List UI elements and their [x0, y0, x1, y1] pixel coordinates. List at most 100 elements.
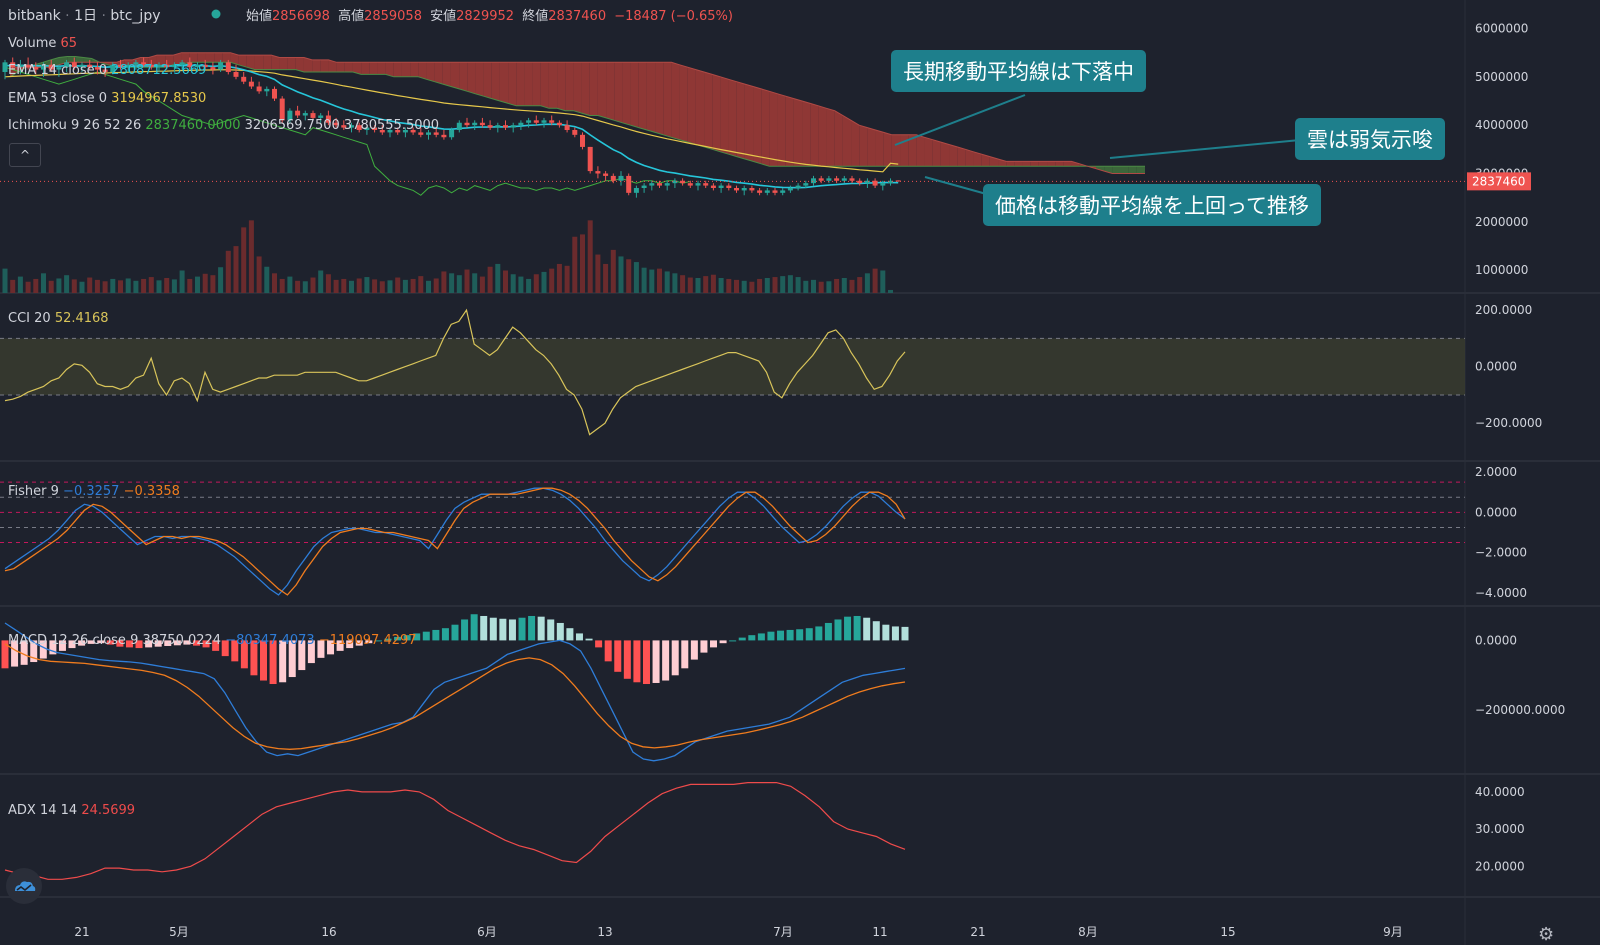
macd-histogram-bar	[547, 619, 555, 641]
cloud-segment	[1128, 166, 1137, 174]
macd-histogram-bar	[394, 636, 402, 641]
callout-pointer-cloud	[1109, 139, 1301, 159]
candle-body	[279, 98, 285, 121]
volume-bar	[680, 275, 686, 293]
volume-bar	[156, 280, 162, 293]
volume-bar	[587, 220, 593, 293]
volume-bar	[718, 278, 724, 293]
volume-bar	[87, 277, 93, 293]
cloud-segment	[75, 56, 84, 63]
macd-histogram-bar	[125, 640, 133, 648]
cci-axis-label: 0.0000	[1475, 360, 1517, 374]
candle-body	[118, 64, 123, 68]
candle-body	[834, 178, 840, 181]
cloud-segment	[834, 110, 843, 167]
macd-histogram-bar	[173, 640, 181, 646]
macd-histogram-bar	[106, 640, 114, 645]
volume-bar	[687, 277, 693, 293]
ema53-line	[4, 69, 899, 173]
candle-body	[687, 183, 693, 186]
macd-histogram-bar	[853, 615, 861, 641]
cci-band	[0, 338, 1465, 395]
cloud-segment	[704, 72, 713, 150]
macd-histogram-bar	[384, 638, 392, 641]
macd-histogram-bar	[882, 624, 890, 641]
cloud-segment	[695, 69, 705, 147]
candle-body	[256, 86, 262, 92]
candle-body	[210, 67, 216, 70]
cloud-segment	[728, 79, 737, 157]
cloud-icon	[15, 881, 36, 892]
volume-bar	[10, 279, 16, 293]
gear-icon[interactable]: ⚙	[1538, 924, 1555, 945]
macd-histogram-bar	[260, 640, 268, 681]
callout-price[interactable]: 価格は移動平均線を上回って推移	[983, 184, 1321, 226]
symbol[interactable]: btc_jpy	[110, 8, 160, 24]
volume-bar	[741, 280, 747, 293]
volume-value: 65	[61, 36, 78, 51]
cloud-segment	[271, 55, 280, 70]
cloud-segment	[483, 62, 492, 99]
volume-bar	[248, 220, 254, 293]
timeframe[interactable]: 1日	[74, 8, 97, 24]
cloud-segment	[989, 156, 999, 167]
cloud-segment	[401, 62, 411, 77]
volume-bar	[864, 273, 870, 293]
macd-value-3: −119097.4297	[319, 633, 417, 648]
candle-body	[410, 130, 416, 133]
volume-bar	[456, 275, 462, 293]
callout-cloud[interactable]: 雲は弱気示唆	[1295, 118, 1445, 160]
macd-histogram-bar	[834, 619, 842, 641]
candle-body	[734, 188, 739, 191]
volume-bar	[349, 280, 354, 293]
volume-bar	[649, 269, 655, 293]
cloud-segment	[312, 59, 321, 72]
ichimoku-value-2: 3206569.7500	[245, 118, 340, 133]
cloud-segment	[516, 62, 525, 106]
candle-body	[395, 130, 401, 133]
macd-axis-label: −200000.0000	[1475, 703, 1565, 717]
volume-bar	[641, 267, 647, 293]
high-label: 高値	[338, 8, 364, 24]
candle-body	[449, 130, 455, 138]
candle-body	[341, 125, 347, 128]
time-axis-label: 6月	[477, 925, 497, 939]
senkou-span-b	[10, 52, 1145, 174]
last-price-tag	[1467, 172, 1531, 191]
candle-body	[195, 64, 200, 68]
svg-text:始値2856698 高値2859058 安値: 始値2856698 高値2859058 安値2829952 終値2837460 …	[246, 8, 733, 24]
candle-body	[672, 180, 678, 184]
candle-body	[664, 183, 670, 186]
volume-bar	[195, 276, 200, 293]
callout-long-ma[interactable]: 長期移動平均線は下落中	[891, 50, 1146, 92]
volume-bar	[25, 281, 31, 293]
candle-body	[803, 183, 809, 186]
volume-bar	[341, 278, 347, 293]
macd-value-2: −80347.4073	[225, 633, 314, 648]
candle-body	[580, 134, 585, 147]
candle-body	[179, 62, 185, 65]
volume-bar	[418, 276, 424, 293]
svg-text:EMA 53 close 0 3194967.8530: EMA 53 close 0 3194967.8530	[8, 91, 206, 106]
cloud-segment	[1014, 161, 1023, 167]
macd-histogram-bar	[307, 640, 315, 664]
svg-text:Ichimoku 9 26 52 26 2837460.00: Ichimoku 9 26 52 26 2837460.0000 3206569…	[8, 118, 439, 133]
volume-bar	[426, 280, 431, 293]
macd-histogram-bar	[346, 640, 354, 649]
tradingview-logo[interactable]	[6, 868, 42, 904]
exchange-name: bitbank	[8, 8, 62, 24]
candle-body	[148, 64, 154, 68]
volume-bar	[749, 281, 755, 293]
candle-body	[595, 171, 601, 174]
open-value: 2856698	[272, 9, 330, 24]
volume-bar	[618, 256, 624, 293]
cloud-segment	[867, 127, 876, 167]
fisher-axis-label: 0.0000	[1475, 505, 1517, 519]
macd-histogram-bar	[432, 629, 440, 641]
collapse-legend-button[interactable]: ^	[9, 143, 41, 167]
candle-body	[826, 178, 832, 181]
volume-bar	[757, 278, 763, 293]
cloud-segment	[491, 62, 500, 101]
macd-histogram-bar	[240, 640, 248, 669]
